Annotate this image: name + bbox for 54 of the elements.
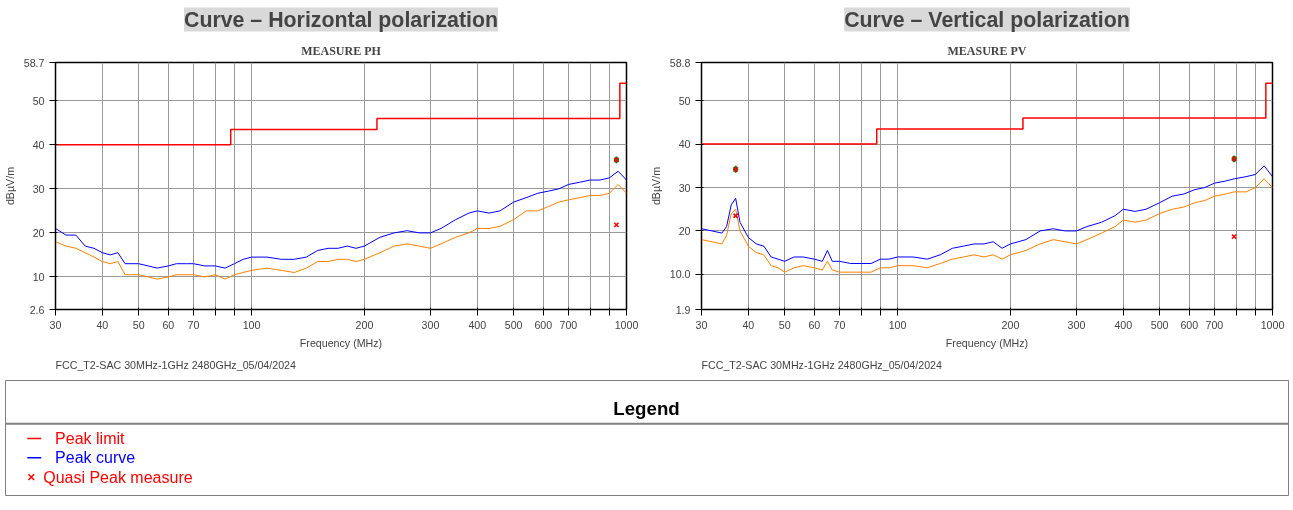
- x-tick-label: 70: [187, 318, 200, 331]
- x-tick-label: 60: [808, 318, 821, 331]
- x-tick-label: 100: [242, 318, 261, 331]
- x-tick-label: 500: [1150, 318, 1169, 331]
- legend-label: Peak limit: [55, 429, 126, 447]
- y-tick-label: 30: [678, 181, 691, 194]
- y-tick-label: 40: [678, 138, 691, 151]
- y-tick-label: 58.7: [23, 56, 45, 69]
- y-tick-label: 30: [32, 182, 45, 195]
- x-tick-label: 500: [504, 318, 523, 331]
- x-tick-label: 700: [559, 318, 578, 331]
- y-tick-label: 58.8: [669, 56, 691, 69]
- y-tick-label: 50: [678, 94, 691, 107]
- text: FCC_T2-SAC 30MHz-1GHz 2480GHz_05/04/2024: [55, 358, 297, 371]
- chart-title: Curve – Horizontal polarization: [183, 7, 499, 32]
- y-tick-label: 50: [32, 94, 45, 107]
- x-tick-label: 300: [1067, 318, 1086, 331]
- text: FCC_T2-SAC 30MHz-1GHz 2480GHz_05/04/2024: [701, 358, 943, 371]
- legend-label: Quasi Peak measure: [43, 468, 193, 486]
- x-tick-label: 400: [1114, 318, 1133, 331]
- x-tick-label: 30: [49, 318, 62, 331]
- x-tick-label: 60: [162, 318, 175, 331]
- x-tick-label: 50: [132, 318, 145, 331]
- x-tick-label: 1000: [1260, 318, 1285, 331]
- y-tick-label: 20: [32, 226, 45, 239]
- x-tick-label: 300: [421, 318, 440, 331]
- x-tick-label: 200: [355, 318, 374, 331]
- chart-title: Curve – Vertical polarization: [844, 7, 1130, 32]
- x-tick-label: 200: [1001, 318, 1020, 331]
- x-axis-title: Frequency (MHz): [945, 336, 1029, 349]
- x-tick-label: 600: [1180, 318, 1199, 331]
- x-tick-label: 70: [833, 318, 846, 331]
- y-tick-label: 1.9: [675, 303, 691, 316]
- x-tick-label: 40: [96, 318, 109, 331]
- chart-subtitle: MEASURE PV: [947, 43, 1027, 58]
- y-tick-label: 20: [678, 224, 691, 237]
- x-tick-label: 50: [778, 318, 791, 331]
- y-axis-title: dBµV/m: [649, 166, 662, 206]
- x-tick-label: 400: [468, 318, 487, 331]
- y-tick-label: 10: [32, 270, 45, 283]
- x-tick-label: 30: [695, 318, 708, 331]
- legend-title: Legend: [613, 397, 680, 419]
- x-tick-label: 40: [742, 318, 755, 331]
- y-tick-label: 10.0: [669, 268, 691, 281]
- y-tick-label: 40: [32, 138, 45, 151]
- x-tick-label: 600: [534, 318, 553, 331]
- x-axis-title: Frequency (MHz): [299, 336, 383, 349]
- x-tick-label: 700: [1205, 318, 1224, 331]
- y-tick-label: 2.6: [29, 303, 45, 316]
- chart-subtitle: MEASURE PH: [301, 43, 382, 58]
- x-tick-label: 100: [888, 318, 907, 331]
- legend-label: Peak curve: [55, 449, 136, 467]
- y-axis-title: dBµV/m: [3, 166, 16, 206]
- x-tick-label: 1000: [614, 318, 639, 331]
